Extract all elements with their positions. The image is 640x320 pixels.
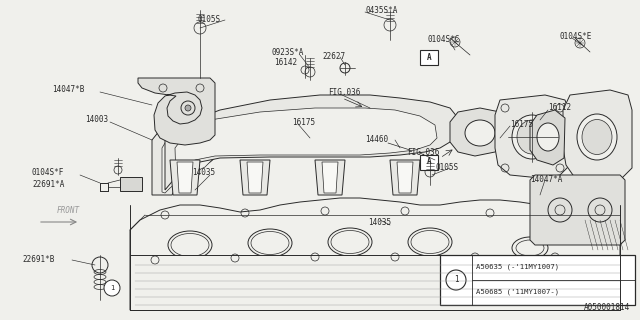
Polygon shape [495,95,570,178]
Polygon shape [177,162,193,193]
Ellipse shape [582,119,612,155]
Polygon shape [152,120,225,195]
Text: 22691*B: 22691*B [22,255,54,264]
Text: 1: 1 [454,276,458,284]
Polygon shape [162,130,215,193]
Text: 14460: 14460 [365,135,388,144]
Ellipse shape [512,115,552,159]
Text: 14047*A: 14047*A [530,175,563,184]
Text: 14047*B: 14047*B [52,85,84,94]
Bar [120,177,142,191]
Text: 16112: 16112 [548,103,571,112]
Polygon shape [563,90,632,182]
Polygon shape [530,110,565,165]
Text: 1: 1 [110,285,114,291]
Text: 0923S*A: 0923S*A [272,48,305,57]
Text: A50685 ('11MY1007-): A50685 ('11MY1007-) [476,289,559,295]
Text: 14035: 14035 [368,218,391,227]
Text: 0435S*A: 0435S*A [365,6,397,15]
Ellipse shape [465,120,495,146]
Circle shape [104,280,120,296]
Bar [130,255,620,310]
Text: 16175: 16175 [510,120,533,129]
Bar [420,50,438,65]
Polygon shape [530,175,625,245]
Polygon shape [247,162,263,193]
Polygon shape [450,108,508,156]
Ellipse shape [537,123,559,151]
Text: 14003: 14003 [85,115,108,124]
Text: FRONT: FRONT [56,206,79,215]
Text: 0104S*C: 0104S*C [428,35,460,44]
Text: A: A [427,157,431,166]
Text: 0105S: 0105S [198,15,221,24]
Circle shape [446,270,466,290]
Text: A: A [427,52,431,61]
Ellipse shape [517,120,547,154]
Text: 0105S: 0105S [435,163,458,172]
Bar [420,155,438,170]
Circle shape [185,105,191,111]
Polygon shape [322,162,338,193]
Text: 16142: 16142 [274,58,297,67]
Text: 16175: 16175 [292,118,315,127]
Text: A50635 (-'11MY1007): A50635 (-'11MY1007) [476,264,559,270]
Text: FIG.036: FIG.036 [328,88,360,97]
Polygon shape [240,160,270,195]
Polygon shape [130,198,620,310]
Polygon shape [165,95,458,190]
Polygon shape [170,160,200,195]
Text: 22627: 22627 [322,52,345,61]
Text: 14035: 14035 [192,168,215,177]
Text: A050001814: A050001814 [584,303,630,312]
Polygon shape [138,78,215,145]
Ellipse shape [577,114,617,160]
Bar [440,255,635,305]
Text: 22691*A: 22691*A [32,180,65,189]
Text: FIG.036: FIG.036 [407,148,440,157]
Text: 0104S*F: 0104S*F [32,168,65,177]
Polygon shape [397,162,413,193]
Polygon shape [315,160,345,195]
Text: 0104S*E: 0104S*E [560,32,593,41]
Polygon shape [390,160,420,195]
Polygon shape [175,108,437,180]
